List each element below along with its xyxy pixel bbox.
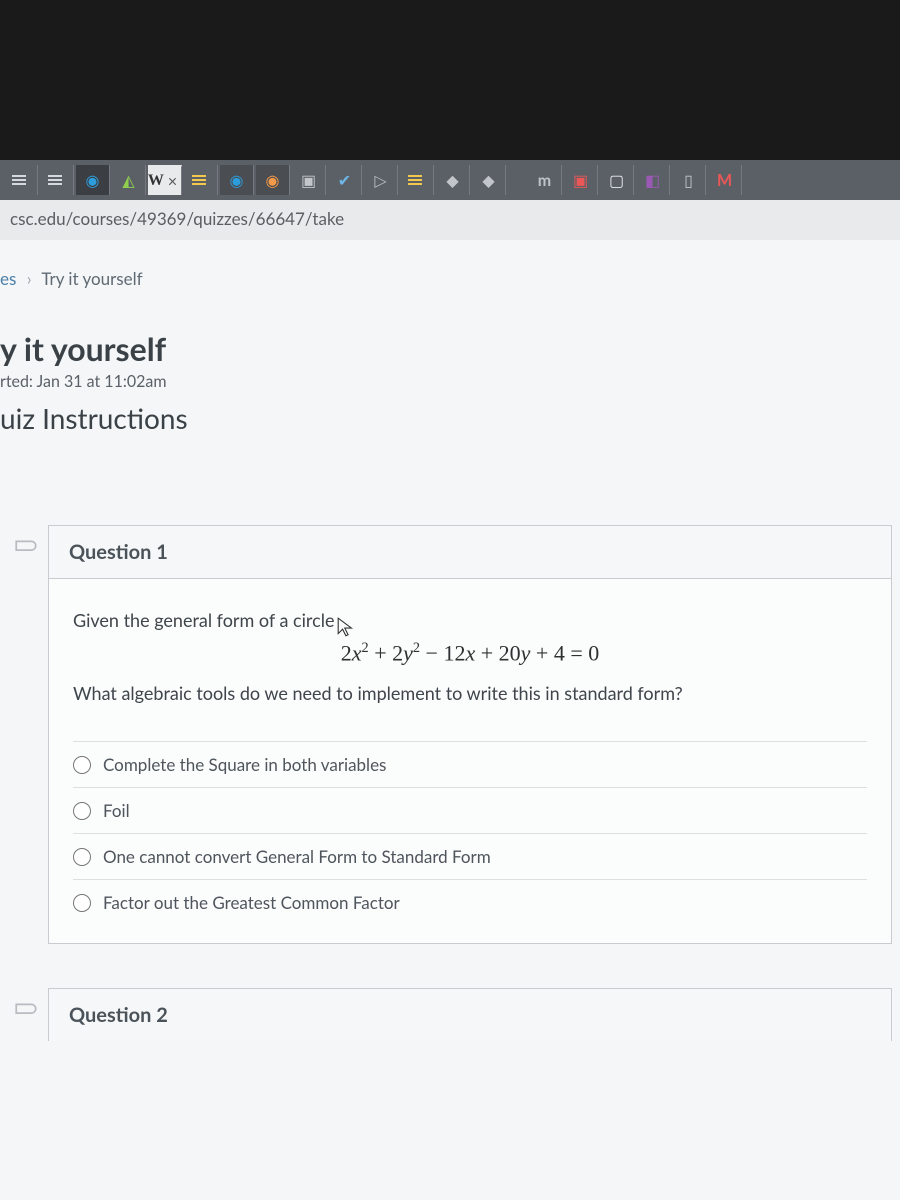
breadcrumb-prev[interactable]: es <box>0 268 16 289</box>
monitor-bezel-top <box>0 0 900 160</box>
answer-option[interactable]: Complete the Square in both variables <box>73 741 867 787</box>
close-tab-icon[interactable]: × <box>164 172 181 191</box>
tab-favicon[interactable]: ▷ <box>364 165 398 195</box>
started-time: rted: Jan 31 at 11:02am <box>0 372 900 401</box>
tab-favicon[interactable]: ✔ <box>328 165 362 195</box>
prompt-line-1: Given the general form of a circle <box>73 607 867 634</box>
radio-input[interactable] <box>73 848 91 866</box>
active-tab[interactable]: W × <box>148 165 182 195</box>
browser-tab-strip: ◉ ◭ W × ◉ ◉ ▣ ✔ ▷ ◆ ◆ m ▣ ▢ ◧ ▯ M <box>0 160 900 200</box>
tab-favicon[interactable]: ◆ <box>472 165 506 195</box>
radio-input[interactable] <box>73 894 91 912</box>
option-label: One cannot convert General Form to Stand… <box>103 846 491 867</box>
tab-favicon[interactable]: M <box>708 165 742 195</box>
tab-favicon[interactable]: ◭ <box>112 165 146 195</box>
answer-option[interactable]: One cannot convert General Form to Stand… <box>73 833 867 879</box>
tab-favicon[interactable] <box>184 165 218 195</box>
tab-favicon[interactable]: ▯ <box>672 165 706 195</box>
tab-favicon[interactable]: ◉ <box>220 165 254 195</box>
list-icon <box>192 173 210 187</box>
answer-options: Complete the Square in both variables Fo… <box>73 741 867 925</box>
option-label: Foil <box>103 800 130 821</box>
list-icon <box>408 173 426 187</box>
prompt-line-2: What algebraic tools do we need to imple… <box>73 680 867 707</box>
tab-favicon[interactable]: ◉ <box>76 165 110 195</box>
list-icon <box>12 173 30 187</box>
radio-input[interactable] <box>73 802 91 820</box>
question-marker-icon <box>13 999 39 1025</box>
question-body: Given the general form of a circle 2x2 +… <box>48 579 892 944</box>
option-label: Complete the Square in both variables <box>103 754 386 775</box>
list-icon <box>48 173 66 187</box>
tab-favicon[interactable]: ▢ <box>600 165 634 195</box>
question-header: Question 1 <box>48 525 892 579</box>
tab-favicon[interactable] <box>4 165 38 195</box>
tab-favicon[interactable] <box>40 165 74 195</box>
tab-favicon[interactable]: ▣ <box>292 165 326 195</box>
question-2: Question 2 <box>48 988 892 1041</box>
instructions-heading: uiz Instructions <box>0 401 900 465</box>
breadcrumb: es › Try it yourself <box>0 240 900 305</box>
breadcrumb-current: Try it yourself <box>41 268 142 289</box>
answer-option[interactable]: Foil <box>73 787 867 833</box>
tab-favicon[interactable]: m <box>528 165 562 195</box>
wikipedia-icon: W <box>148 172 164 190</box>
question-label: Question 2 <box>69 1003 168 1027</box>
tab-favicon[interactable] <box>400 165 434 195</box>
question-marker-icon <box>13 536 39 562</box>
equation: 2x2 + 2y2 − 12x + 20y + 4 = 0 <box>73 634 867 680</box>
question-header: Question 2 <box>48 988 892 1041</box>
question-1: Question 1 Given the general form of a c… <box>48 525 892 944</box>
option-label: Factor out the Greatest Common Factor <box>103 892 400 913</box>
page-title: y it yourself <box>0 305 900 372</box>
tab-favicon[interactable]: ◉ <box>256 165 290 195</box>
tab-favicon[interactable]: ◆ <box>436 165 470 195</box>
tab-favicon[interactable]: ▣ <box>564 165 598 195</box>
breadcrumb-separator: › <box>21 268 38 289</box>
address-bar[interactable]: csc.edu/courses/49369/quizzes/66647/take <box>0 200 900 240</box>
url-text: csc.edu/courses/49369/quizzes/66647/take <box>10 208 344 229</box>
tab-favicon[interactable]: ◧ <box>636 165 670 195</box>
page-content: es › Try it yourself y it yourself rted:… <box>0 240 900 1200</box>
question-label: Question 1 <box>69 540 168 564</box>
radio-input[interactable] <box>73 756 91 774</box>
answer-option[interactable]: Factor out the Greatest Common Factor <box>73 879 867 925</box>
